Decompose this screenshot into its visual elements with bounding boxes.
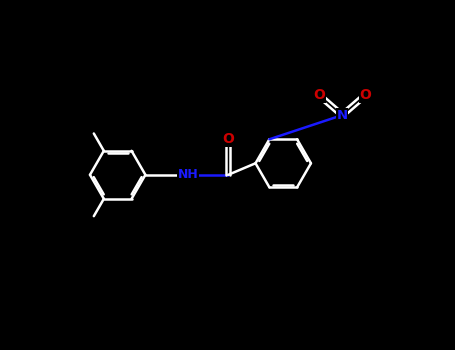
Text: N: N	[337, 108, 348, 122]
Text: O: O	[222, 132, 234, 146]
Text: O: O	[313, 88, 325, 102]
Text: O: O	[359, 88, 371, 102]
Text: NH: NH	[178, 168, 198, 181]
